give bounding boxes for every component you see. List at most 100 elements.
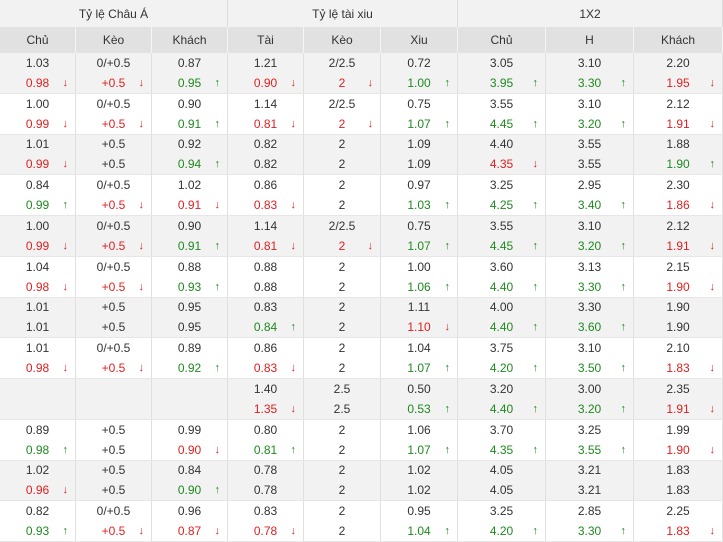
odds-cell[interactable]: 0.92 0.94 ↑: [152, 134, 228, 175]
odds-cell[interactable]: 0/+0.5 +0.5 ↓: [76, 338, 152, 378]
odds-cell[interactable]: +0.5 +0.5: [76, 460, 152, 501]
odds-cell[interactable]: 0.82 0.93 ↑: [0, 501, 76, 541]
odds-cell[interactable]: 3.13 3.30 ↑: [546, 256, 634, 297]
odds-cell[interactable]: 4.00 4.40 ↑: [458, 297, 546, 338]
odds-cell[interactable]: 0.89 0.92 ↑: [152, 338, 228, 378]
odds-cell[interactable]: 1.83 1.83: [634, 460, 723, 501]
odds-cell[interactable]: 3.75 4.20 ↑: [458, 338, 546, 378]
odds-cell[interactable]: 0/+0.5 +0.5 ↓: [76, 175, 152, 215]
odds-cell[interactable]: 1.40 1.35 ↓: [228, 379, 304, 419]
odds-cell[interactable]: 0/+0.5 +0.5 ↓: [76, 216, 152, 256]
odds-cell[interactable]: 1.04 1.07 ↑: [381, 338, 458, 378]
odds-cell[interactable]: 2/2.5 2 ↓: [304, 53, 381, 93]
odds-cell[interactable]: 1.01 0.98 ↓: [0, 338, 76, 378]
odds-cell[interactable]: 1.02 0.96 ↓: [0, 460, 76, 501]
odds-cell[interactable]: 0.86 0.83 ↓: [228, 338, 304, 378]
odds-cell[interactable]: 3.55 4.45 ↑: [458, 216, 546, 256]
odds-cell[interactable]: 0.97 1.03 ↑: [381, 175, 458, 215]
odds-cell[interactable]: 1.90 1.90: [634, 297, 723, 338]
odds-cell[interactable]: 3.25 4.20 ↑: [458, 501, 546, 541]
odds-cell[interactable]: 0/+0.5 +0.5 ↓: [76, 256, 152, 297]
odds-cell[interactable]: 1.88 1.90 ↑: [634, 134, 723, 175]
odds-cell[interactable]: 1.01 0.99 ↓: [0, 134, 76, 175]
odds-cell[interactable]: 2.5 2.5: [304, 379, 381, 419]
odds-cell[interactable]: 0.90 0.91 ↑: [152, 93, 228, 134]
odds-cell[interactable]: [0, 379, 76, 419]
odds-cell[interactable]: 2.30 1.86 ↓: [634, 175, 723, 215]
odds-cell[interactable]: 3.00 3.20 ↑: [546, 379, 634, 419]
odds-cell[interactable]: 3.10 3.30 ↑: [546, 53, 634, 93]
odds-cell[interactable]: 0.89 0.98 ↑: [0, 419, 76, 460]
odds-cell[interactable]: 0.72 1.00 ↑: [381, 53, 458, 93]
odds-cell[interactable]: 2.15 1.90 ↓: [634, 256, 723, 297]
odds-cell[interactable]: 2.35 1.91 ↓: [634, 379, 723, 419]
odds-cell[interactable]: 2.95 3.40 ↑: [546, 175, 634, 215]
odds-cell[interactable]: 1.00 1.06 ↑: [381, 256, 458, 297]
odds-cell[interactable]: 0.83 0.78 ↓: [228, 501, 304, 541]
odds-cell[interactable]: 3.20 4.40 ↑: [458, 379, 546, 419]
odds-cell[interactable]: [76, 379, 152, 419]
odds-cell[interactable]: 0/+0.5 +0.5 ↓: [76, 93, 152, 134]
odds-cell[interactable]: 1.09 1.09: [381, 134, 458, 175]
odds-cell[interactable]: 3.30 3.60 ↑: [546, 297, 634, 338]
odds-cell[interactable]: 3.55 4.45 ↑: [458, 93, 546, 134]
odds-cell[interactable]: 0.82 0.82: [228, 134, 304, 175]
odds-cell[interactable]: 0.84 0.99 ↑: [0, 175, 76, 215]
odds-cell[interactable]: 0.50 0.53 ↑: [381, 379, 458, 419]
odds-cell[interactable]: +0.5 +0.5: [76, 134, 152, 175]
odds-cell[interactable]: 1.14 0.81 ↓: [228, 216, 304, 256]
odds-cell[interactable]: 3.05 3.95 ↑: [458, 53, 546, 93]
odds-cell[interactable]: 0.84 0.90 ↑: [152, 460, 228, 501]
odds-cell[interactable]: 1.99 1.90 ↓: [634, 419, 723, 460]
odds-cell[interactable]: 2.20 1.95 ↓: [634, 53, 723, 93]
odds-cell[interactable]: 0.95 1.04 ↑: [381, 501, 458, 541]
odds-cell[interactable]: 1.14 0.81 ↓: [228, 93, 304, 134]
odds-cell[interactable]: 0.90 0.91 ↑: [152, 216, 228, 256]
odds-cell[interactable]: +0.5 +0.5: [76, 297, 152, 338]
odds-cell[interactable]: 1.02 1.02: [381, 460, 458, 501]
odds-cell[interactable]: 1.06 1.07 ↑: [381, 419, 458, 460]
odds-cell[interactable]: 2.12 1.91 ↓: [634, 216, 723, 256]
odds-cell[interactable]: 0.86 0.83 ↓: [228, 175, 304, 215]
odds-cell[interactable]: 2.25 1.83 ↓: [634, 501, 723, 541]
odds-cell[interactable]: 1.21 0.90 ↓: [228, 53, 304, 93]
odds-cell[interactable]: 1.02 0.91 ↓: [152, 175, 228, 215]
odds-cell[interactable]: 3.10 3.20 ↑: [546, 93, 634, 134]
odds-cell[interactable]: 0.80 0.81 ↑: [228, 419, 304, 460]
odds-cell[interactable]: 0.83 0.84 ↑: [228, 297, 304, 338]
odds-cell[interactable]: 2.12 1.91 ↓: [634, 93, 723, 134]
odds-cell[interactable]: 1.01 1.01: [0, 297, 76, 338]
odds-cell[interactable]: 0/+0.5 +0.5 ↓: [76, 53, 152, 93]
odds-cell[interactable]: 1.04 0.98 ↓: [0, 256, 76, 297]
odds-cell[interactable]: 0/+0.5 +0.5 ↓: [76, 501, 152, 541]
odds-cell[interactable]: 0.95 0.95: [152, 297, 228, 338]
odds-cell[interactable]: 0.88 0.93 ↑: [152, 256, 228, 297]
odds-cell[interactable]: +0.5 +0.5: [76, 419, 152, 460]
odds-cell[interactable]: 2/2.5 2 ↓: [304, 93, 381, 134]
odds-cell[interactable]: 3.10 3.50 ↑: [546, 338, 634, 378]
odds-cell[interactable]: 1.03 0.98 ↓: [0, 53, 76, 93]
odds-cell[interactable]: 1.00 0.99 ↓: [0, 216, 76, 256]
odds-cell[interactable]: 0.75 1.07 ↑: [381, 216, 458, 256]
odds-cell[interactable]: 3.25 4.25 ↑: [458, 175, 546, 215]
odds-cell[interactable]: 0.96 0.87 ↓: [152, 501, 228, 541]
odds-cell[interactable]: 1.11 1.10 ↓: [381, 297, 458, 338]
odds-cell[interactable]: 3.55 3.55: [546, 134, 634, 175]
odds-cell[interactable]: 0.88 0.88: [228, 256, 304, 297]
odds-cell[interactable]: 4.05 4.05: [458, 460, 546, 501]
odds-cell[interactable]: 2/2.5 2 ↓: [304, 216, 381, 256]
odds-cell[interactable]: 3.25 3.55 ↑: [546, 419, 634, 460]
odds-cell[interactable]: [152, 379, 228, 419]
odds-cell[interactable]: 1.00 0.99 ↓: [0, 93, 76, 134]
odds-cell[interactable]: 2.85 3.30 ↑: [546, 501, 634, 541]
odds-cell[interactable]: 0.75 1.07 ↑: [381, 93, 458, 134]
odds-cell[interactable]: 3.60 4.40 ↑: [458, 256, 546, 297]
